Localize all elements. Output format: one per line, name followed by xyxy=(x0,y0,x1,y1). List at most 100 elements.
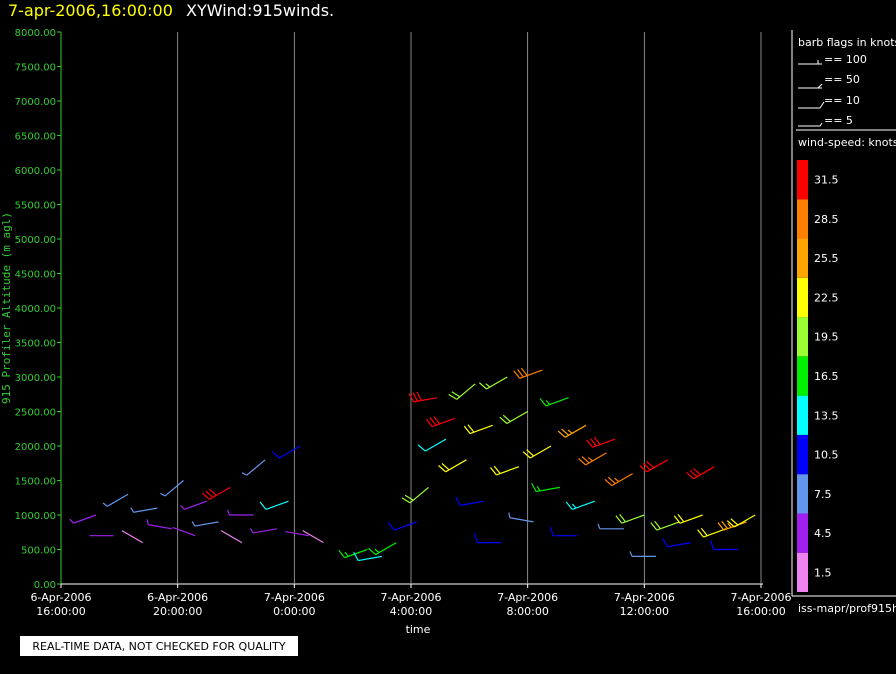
wind-barb xyxy=(338,548,368,559)
wind-barb xyxy=(387,521,418,531)
wind-barb xyxy=(353,551,382,562)
x-tick-label: 6-Apr-2006 16:00:00 xyxy=(30,591,91,618)
wind-barb xyxy=(557,424,587,438)
y-tick-label: 3000.00 xyxy=(15,373,56,384)
x-tick-label-line: 16:00:00 xyxy=(736,605,785,618)
y-tick-label: 500.00 xyxy=(21,546,56,557)
y-tick-label: 1500.00 xyxy=(15,477,56,488)
wind-barb xyxy=(226,509,254,516)
y-tick-label: 7500.00 xyxy=(15,63,56,74)
timestamp: 7-apr-2006,16:00:00 xyxy=(8,1,173,20)
wind-barb xyxy=(408,391,438,403)
colorbar-label: 1.5 xyxy=(814,566,832,579)
wind-barb xyxy=(368,542,397,556)
colorbar-label: 22.5 xyxy=(814,291,839,304)
barb-icon xyxy=(798,83,823,89)
wind-barb xyxy=(639,459,668,473)
colorbar-label: 19.5 xyxy=(814,331,839,344)
wind-barb xyxy=(597,523,624,530)
x-tick-label-line: 12:00:00 xyxy=(620,605,669,618)
colorbar-swatch xyxy=(797,434,808,475)
y-tick-label: 4500.00 xyxy=(15,270,56,281)
wind-barb xyxy=(499,410,528,425)
x-tick-label-line: 7-Apr-2006 xyxy=(730,591,791,604)
wind-barb xyxy=(586,436,616,448)
barb-legend-entry: == 50 xyxy=(824,73,860,86)
wind-barb xyxy=(259,500,289,510)
colorbar-swatch xyxy=(797,199,808,239)
x-tick-label: 7-Apr-2006 4:00:00 xyxy=(380,591,441,618)
x-tick-label-line: 7-Apr-2006 xyxy=(380,591,441,604)
colorbar-swatch xyxy=(797,474,808,514)
colorbar-label: 28.5 xyxy=(814,213,839,226)
wind-barb xyxy=(241,459,266,476)
wind-barb xyxy=(463,424,493,435)
colorbar-swatch xyxy=(797,238,808,278)
barb-legend-entry: == 10 xyxy=(824,94,860,107)
wind-barb xyxy=(438,459,467,473)
x-tick-label-line: 20:00:00 xyxy=(153,605,202,618)
y-tick-label: 5000.00 xyxy=(15,235,56,246)
colorbar-label: 10.5 xyxy=(814,449,839,462)
y-tick-label: 1000.00 xyxy=(15,511,56,522)
wind-barb xyxy=(513,367,543,379)
y-tick-label: 2500.00 xyxy=(15,408,56,419)
colorbar-label: 16.5 xyxy=(814,370,839,383)
wind-barb xyxy=(686,466,715,480)
x-tick-label-line: 6-Apr-2006 xyxy=(30,591,91,604)
wind-barb xyxy=(172,526,196,537)
wind-barb xyxy=(565,500,595,510)
barb-legend-entry: == 100 xyxy=(824,53,867,66)
barb-icon xyxy=(798,60,822,65)
wind-barb xyxy=(220,530,243,544)
wind-barb xyxy=(191,521,219,527)
colorbar-swatch xyxy=(797,277,808,318)
wind-barb xyxy=(697,527,727,538)
wind-barb xyxy=(130,507,158,513)
x-tick-label-line: 7-Apr-2006 xyxy=(264,591,325,604)
colorbar-title: wind-speed: knots xyxy=(798,136,896,149)
y-tick-label: 6000.00 xyxy=(15,166,56,177)
x-tick-label-line: 7-Apr-2006 xyxy=(614,591,675,604)
wind-barb xyxy=(489,465,520,476)
y-tick-label: 4000.00 xyxy=(15,304,56,315)
x-tick-label-line: 6-Apr-2006 xyxy=(147,591,208,604)
y-axis-label: 915 Profiler Altitude (m agl) xyxy=(0,212,13,404)
wind-barb xyxy=(102,493,129,507)
wind-barb xyxy=(473,533,502,544)
colorbar-swatch xyxy=(797,513,808,553)
wind-barb xyxy=(629,551,656,557)
wind-barb xyxy=(285,530,310,537)
wind-barb xyxy=(478,376,508,390)
x-tick-label-line: 4:00:00 xyxy=(390,605,432,618)
note-box xyxy=(20,636,298,656)
y-tick-label: 6500.00 xyxy=(15,132,56,143)
wind-barb xyxy=(448,383,476,400)
y-tick-label: 5500.00 xyxy=(15,201,56,212)
colorbar-swatch xyxy=(797,552,808,592)
y-tick-label: 7000.00 xyxy=(15,97,56,108)
wind-barb xyxy=(650,520,680,531)
wind-barb xyxy=(578,452,607,466)
wind-barb xyxy=(726,514,756,528)
x-tick-label: 7-Apr-2006 16:00:00 xyxy=(730,591,791,618)
y-tick-label: 3500.00 xyxy=(15,339,56,350)
wind-barb xyxy=(710,540,738,551)
barb-legend-icons xyxy=(798,60,825,127)
y-tick-label: 0.00 xyxy=(34,580,56,591)
colorbar-label: 4.5 xyxy=(814,527,832,540)
x-tick-label-line: 8:00:00 xyxy=(506,605,548,618)
x-tick-label-line: 0:00:00 xyxy=(273,605,315,618)
barb-legend-title: barb flags in knots xyxy=(798,36,896,49)
wind-barb xyxy=(662,538,692,548)
wind-barb xyxy=(271,445,301,459)
wind-barb xyxy=(249,528,277,534)
wind-barb xyxy=(302,530,324,544)
x-axis-label: time xyxy=(406,623,431,636)
x-tick-label-line: 7-Apr-2006 xyxy=(497,591,558,604)
x-tick-label: 7-Apr-2006 0:00:00 xyxy=(264,591,325,618)
colorbar-label: 31.5 xyxy=(814,174,839,187)
colorbar-label: 13.5 xyxy=(814,409,839,422)
